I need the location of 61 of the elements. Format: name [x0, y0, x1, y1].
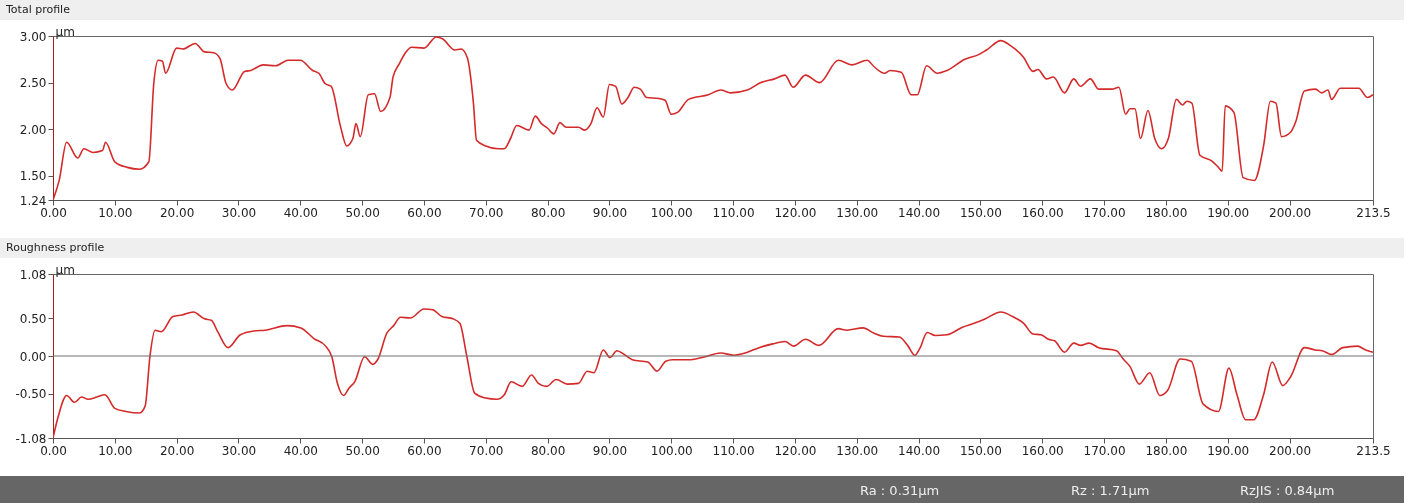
x-tick-label: 100.00 [650, 443, 693, 458]
x-tick-label: 120.00 [774, 443, 817, 458]
x-tick-label: 190.00 [1207, 443, 1250, 458]
x-tick-label: 213.5 [1356, 443, 1391, 458]
x-tick-label: 60.00 [407, 443, 442, 458]
x-tick-label: 70.00 [469, 205, 504, 220]
x-tick-label: 30.00 [221, 443, 257, 458]
x-tick-label: 50.00 [345, 205, 380, 220]
y-tick-label: 2.00 [19, 122, 47, 137]
x-tick-label: 10.00 [98, 443, 133, 458]
x-tick-label: 70.00 [469, 443, 504, 458]
x-tick-label: 110.00 [712, 205, 755, 220]
x-tick-label: 30.00 [221, 205, 257, 220]
x-tick-label: 80.00 [530, 205, 566, 220]
x-tick-label: 0.00 [40, 205, 67, 220]
x-tick-label: 150.00 [959, 443, 1002, 458]
x-tick-label: 20.00 [159, 443, 195, 458]
text: RzJIS : 0.84µm [1240, 482, 1335, 500]
x-tick-label: 200.00 [1269, 443, 1312, 458]
x-tick-label: 130.00 [836, 443, 879, 458]
x-tick-label: 130.00 [836, 205, 879, 220]
chart-title: Total profile [0, 0, 1404, 20]
x-tick-label: 160.00 [1021, 205, 1064, 220]
y-tick-label: 1.50 [19, 169, 47, 184]
x-tick-label: 40.00 [283, 443, 318, 458]
chart-title: Roughness profile [0, 238, 1404, 258]
y-tick-label: 0.00 [19, 349, 47, 364]
x-tick-label: 20.00 [159, 205, 195, 220]
x-tick-label: 140.00 [898, 443, 941, 458]
y-tick-label: 1.08 [19, 267, 47, 282]
x-tick-label: 213.5 [1356, 205, 1391, 220]
y-tick-label: -0.50 [15, 387, 47, 402]
x-tick-label: 120.00 [774, 205, 817, 220]
x-tick-label: 190.00 [1207, 205, 1250, 220]
x-tick-label: 140.00 [898, 205, 941, 220]
x-tick-label: 150.00 [959, 205, 1002, 220]
y-tick-label: 3.00 [19, 29, 47, 44]
x-tick-label: 170.00 [1083, 205, 1126, 220]
text: Rz : 1.71µm [1071, 482, 1150, 500]
x-tick-label: 160.00 [1021, 443, 1064, 458]
text: Ra : 0.31µm [860, 482, 940, 500]
y-tick-label: 0.50 [19, 311, 47, 326]
x-tick-label: 60.00 [407, 205, 442, 220]
x-tick-label: 100.00 [650, 205, 693, 220]
x-tick-label: 90.00 [592, 205, 628, 220]
y-tick-label: -1.08 [15, 431, 47, 446]
x-tick-label: 170.00 [1083, 443, 1126, 458]
x-tick-label: 200.00 [1269, 205, 1312, 220]
x-tick-label: 110.00 [712, 443, 755, 458]
x-tick-label: 10.00 [98, 205, 133, 220]
x-tick-label: 40.00 [283, 205, 318, 220]
y-axis-title: µm [55, 24, 75, 39]
x-tick-label: 0.00 [40, 443, 67, 458]
x-tick-label: 90.00 [592, 443, 628, 458]
x-tick-label: 180.00 [1145, 443, 1188, 458]
y-tick-label: 1.24 [19, 193, 47, 208]
x-tick-label: 80.00 [530, 443, 566, 458]
y-axis-title: µm [55, 262, 75, 277]
x-tick-label: 180.00 [1145, 205, 1188, 220]
x-tick-label: 50.00 [345, 443, 380, 458]
y-tick-label: 2.50 [19, 76, 47, 91]
